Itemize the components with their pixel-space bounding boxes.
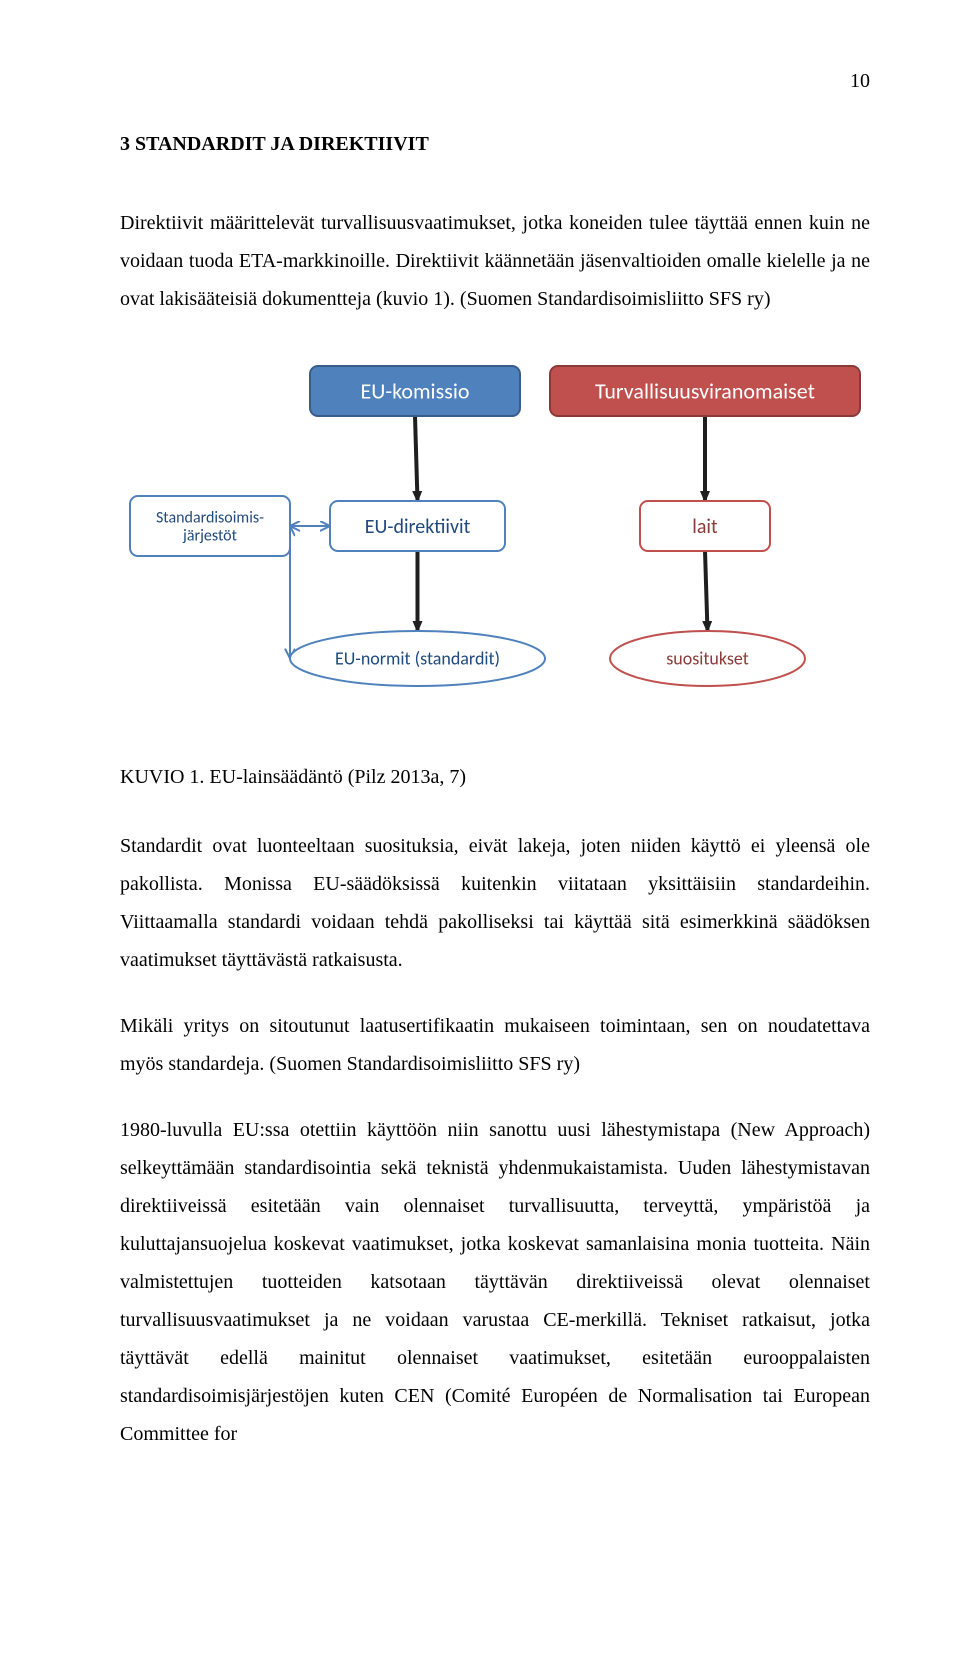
- paragraph-2: Standardit ovat luonteeltaan suosituksia…: [120, 827, 870, 979]
- svg-text:suositukset: suositukset: [666, 648, 749, 670]
- paragraph-3: Mikäli yritys on sitoutunut laatusertifi…: [120, 1007, 870, 1083]
- svg-text:lait: lait: [692, 515, 718, 539]
- svg-text:EU-normit (standardit): EU-normit (standardit): [335, 648, 500, 670]
- paragraph-1: Direktiivit määrittelevät turvallisuusva…: [120, 204, 870, 318]
- paragraph-4: 1980-luvulla EU:ssa otettiin käyttöön ni…: [120, 1111, 870, 1453]
- svg-text:EU-komissio: EU-komissio: [361, 378, 470, 405]
- svg-text:Turvallisuusviranomaiset: Turvallisuusviranomaiset: [595, 378, 815, 405]
- page-number: 10: [120, 70, 870, 93]
- figure-caption: KUVIO 1. EU-lainsäädäntö (Pilz 2013a, 7): [120, 766, 870, 789]
- svg-text:Standardisoimis-: Standardisoimis-: [156, 508, 264, 527]
- diagram-eu-lainsaadanto: EU-komissio Turvallisuusviranomaiset Stand…: [120, 346, 880, 726]
- svg-text:järjestöt: järjestöt: [182, 527, 238, 546]
- section-heading: 3 STANDARDIT JA DIREKTIIVIT: [120, 133, 870, 156]
- svg-text:EU-direktiivit: EU-direktiivit: [365, 515, 471, 539]
